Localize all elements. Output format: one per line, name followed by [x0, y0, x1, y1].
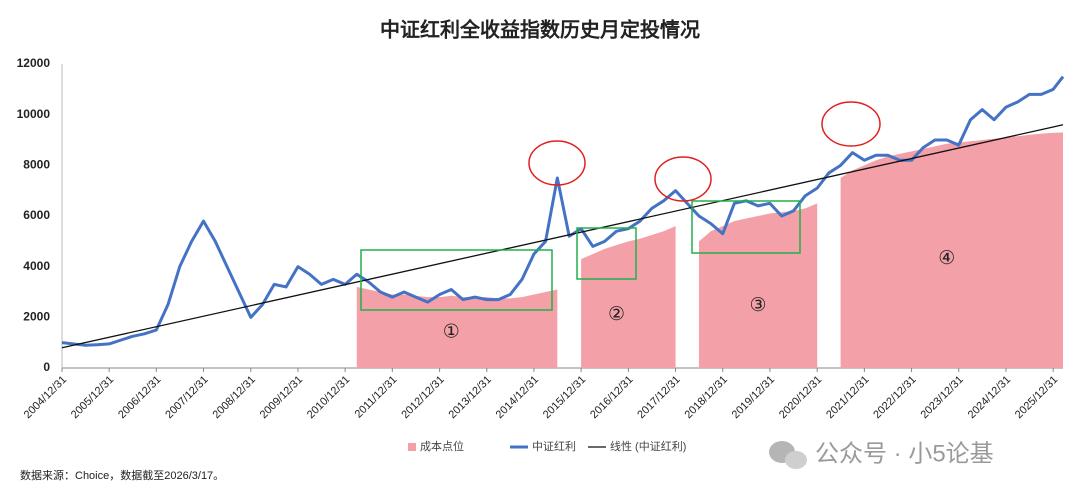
watermark-icon — [769, 441, 807, 469]
annotation: ① — [443, 322, 460, 343]
x-tick-label: 2020/12/31 — [777, 374, 824, 421]
x-tick-label: 2024/12/31 — [966, 374, 1013, 421]
legend-swatch — [408, 443, 416, 451]
watermark: 公众号 · 小5论基 — [815, 440, 994, 467]
x-tick-label: 2013/12/31 — [447, 374, 494, 421]
legend-label: 线性 (中证红利) — [610, 439, 686, 453]
highlights — [360, 101, 881, 311]
source-note: 数据来源：Choice，数据截至2026/3/17。 — [20, 468, 224, 482]
index-line — [61, 75, 1065, 347]
annotation: ④ — [938, 248, 955, 269]
cost-area — [698, 203, 818, 368]
x-tick-label: 2015/12/31 — [541, 374, 588, 421]
y-tick-label: 0 — [43, 360, 50, 374]
y-tick-label: 10000 — [17, 107, 51, 121]
x-tick-label: 2010/12/31 — [305, 374, 352, 421]
x-tick-label: 2018/12/31 — [682, 374, 729, 421]
peak-circle — [821, 101, 881, 147]
x-tick-label: 2008/12/31 — [211, 374, 258, 421]
x-tick-label: 2025/12/31 — [1013, 374, 1060, 421]
x-tick-label: 2016/12/31 — [588, 374, 635, 421]
highlight-box — [360, 249, 553, 311]
y-tick-label: 4000 — [23, 259, 50, 273]
peak-circle — [528, 140, 586, 186]
x-tick-label: 2014/12/31 — [494, 374, 541, 421]
x-tick-label: 2007/12/31 — [163, 374, 210, 421]
x-tick-label: 2012/12/31 — [399, 374, 446, 421]
annotation: ③ — [749, 295, 766, 316]
x-tick-label: 2019/12/31 — [730, 374, 777, 421]
x-tick-label: 2021/12/31 — [824, 374, 871, 421]
legend-label: 成本点位 — [420, 439, 464, 453]
x-tick-label: 2004/12/31 — [22, 374, 69, 421]
trend-line — [61, 124, 1064, 349]
x-tick-label: 2006/12/31 — [116, 374, 163, 421]
chart-title: 中证红利全收益指数历史月定投情况 — [380, 17, 700, 41]
peak-circle — [654, 156, 712, 202]
x-tick-label: 2011/12/31 — [353, 374, 400, 421]
highlight-box — [576, 227, 637, 280]
legend-label: 中证红利 — [532, 440, 576, 453]
y-tick-label: 8000 — [23, 158, 50, 172]
highlight-box — [691, 200, 801, 254]
x-tick-label: 2023/12/31 — [918, 374, 965, 421]
y-tick-label: 12000 — [17, 56, 51, 70]
annotation: ② — [608, 304, 625, 325]
x-tick-label: 2009/12/31 — [258, 374, 305, 421]
x-tick-label: 2005/12/31 — [69, 374, 116, 421]
cost-area — [581, 226, 676, 368]
x-tick-label: 2022/12/31 — [871, 374, 918, 421]
cost-area — [840, 132, 1063, 368]
y-tick-label: 2000 — [23, 310, 50, 324]
y-tick-label: 6000 — [23, 208, 50, 222]
cost-area — [356, 286, 558, 368]
x-tick-label: 2017/12/31 — [635, 374, 682, 421]
